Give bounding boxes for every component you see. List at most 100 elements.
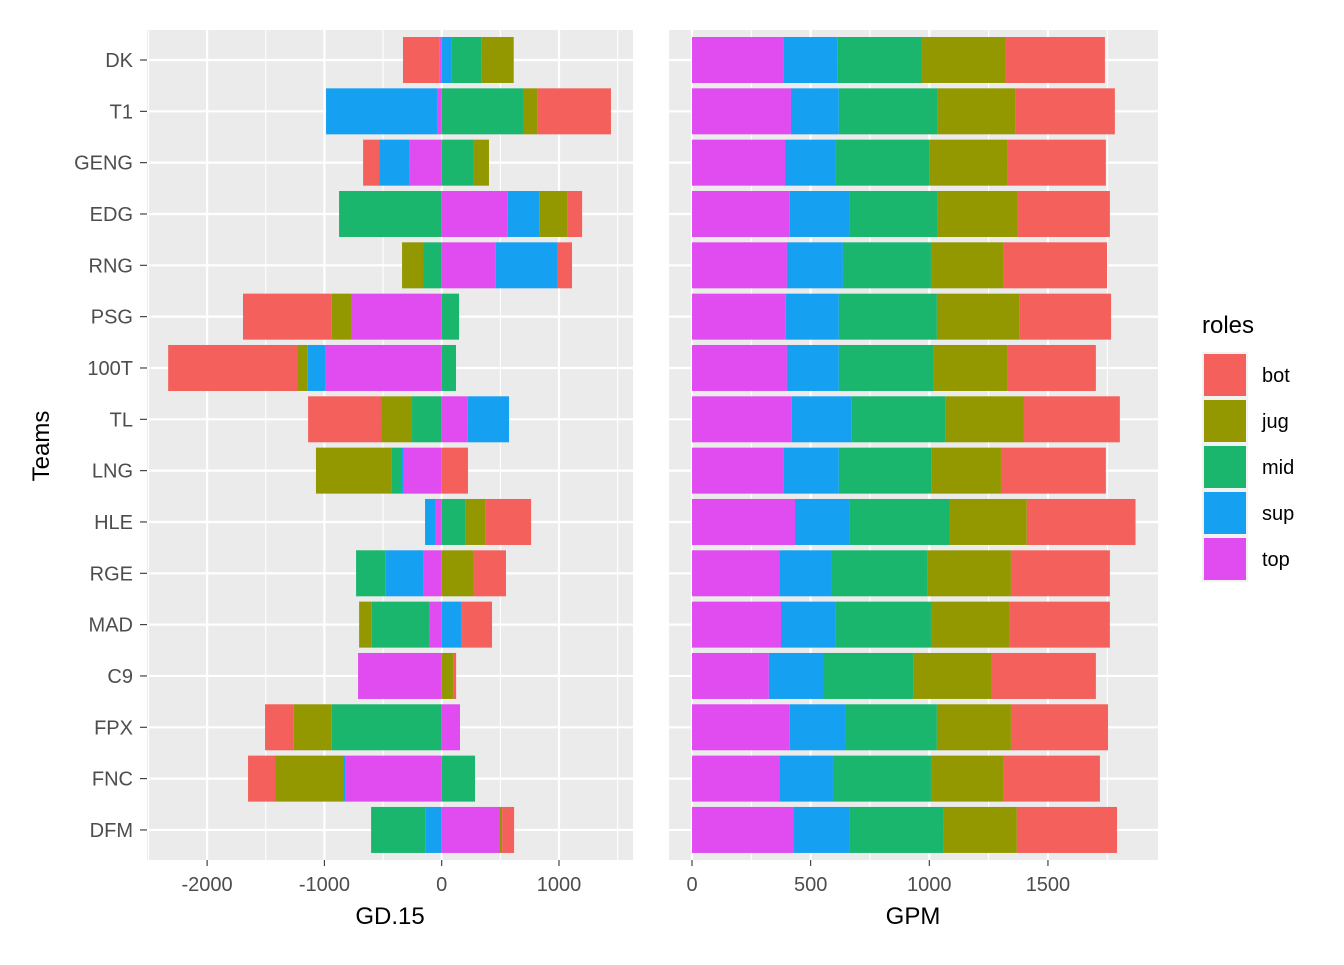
bar-GENG-top	[692, 139, 786, 186]
bar-DFM-mid	[371, 806, 426, 853]
bar-RGE-jug	[441, 550, 474, 597]
x-tick-label: 0	[686, 874, 697, 896]
x-tick-label: -2000	[182, 874, 233, 896]
bar-100T-jug	[297, 344, 308, 391]
bar-DK-sup	[783, 37, 838, 83]
y-tick-label-TL: TL	[110, 409, 133, 431]
bar-RNG-sup	[786, 242, 843, 289]
bar-DK-top	[439, 37, 442, 83]
bar-RGE-mid	[356, 550, 386, 597]
bar-PSG-bot	[1019, 293, 1112, 340]
x-tick-label: 0	[436, 874, 447, 896]
y-tick-label-DFM: DFM	[90, 820, 133, 842]
bar-EDG-jug	[937, 190, 1018, 237]
bar-GENG-sup	[785, 139, 836, 186]
bar-HLE-mid	[441, 498, 466, 545]
bar-FPX-top	[692, 704, 790, 751]
panel-gpm: 0 500 1000 1500	[669, 30, 1158, 896]
bar-TL-top	[692, 396, 792, 443]
bar-FPX-jug	[293, 704, 332, 751]
bar-HLE-sup	[425, 498, 436, 545]
bar-LNG-mid	[391, 447, 401, 494]
bar-LNG-sup	[783, 447, 839, 494]
bar-100T-top	[325, 344, 442, 391]
y-tick-label-GENG: GENG	[74, 153, 133, 175]
bar-HLE-top	[692, 498, 795, 545]
bar-FPX-jug	[936, 704, 1011, 751]
bar-FPX-sup	[789, 704, 846, 751]
bar-DFM-sup	[425, 806, 442, 853]
bar-C9-top	[358, 652, 442, 699]
bar-RNG-jug	[930, 242, 1004, 289]
bar-C9-jug	[913, 652, 991, 699]
y-tick-label-EDG: EDG	[90, 204, 133, 226]
bar-TL-sup	[467, 396, 510, 443]
legend-key-top	[1204, 538, 1246, 580]
bar-100T-bot	[1007, 344, 1096, 391]
bar-T1-sup	[790, 88, 839, 135]
bar-LNG-jug	[315, 447, 392, 494]
bar-TL-sup	[791, 396, 852, 443]
bar-RGE-sup	[385, 550, 424, 597]
bar-RGE-top	[423, 550, 442, 597]
legend-label-sup: sup	[1262, 503, 1294, 525]
bar-EDG-bot	[1017, 190, 1110, 237]
legend-key-jug	[1204, 400, 1246, 442]
y-tick-label-RGE: RGE	[90, 563, 133, 585]
bar-DK-bot	[1004, 37, 1105, 83]
legend-label-jug: jug	[1261, 411, 1289, 433]
bar-PSG-top	[692, 293, 786, 340]
bar-DK-jug	[920, 37, 1005, 83]
bar-DFM-top	[692, 806, 794, 853]
bar-100T-mid	[441, 344, 457, 391]
bar-LNG-bot	[1000, 447, 1106, 494]
bar-100T-sup	[786, 344, 839, 391]
bar-PSG-mid	[838, 293, 937, 340]
x-tick-label: 1500	[1026, 874, 1071, 896]
bar-HLE-bot	[1026, 498, 1136, 545]
bar-DFM-bot	[502, 806, 515, 853]
bar-100T-mid	[838, 344, 934, 391]
bar-FNC-bot	[248, 755, 276, 802]
bar-T1-bot	[537, 88, 611, 135]
bar-T1-jug	[522, 88, 538, 135]
bar-RGE-bot	[473, 550, 506, 597]
bar-FPX-bot	[1010, 704, 1108, 751]
bar-RNG-sup	[495, 242, 558, 289]
bar-RNG-top	[441, 242, 496, 289]
bar-T1-mid	[838, 88, 938, 135]
bar-FPX-mid	[331, 704, 442, 751]
bar-PSG-top	[351, 293, 442, 340]
bar-100T-top	[692, 344, 787, 391]
bar-MAD-top	[692, 601, 781, 648]
bar-LNG-top	[692, 447, 784, 494]
bar-GENG-bot	[1007, 139, 1106, 186]
bar-DK-mid	[451, 37, 482, 83]
bar-LNG-sup	[400, 447, 403, 494]
bar-DK-top	[692, 37, 784, 83]
legend-label-mid: mid	[1262, 457, 1294, 479]
bar-EDG-jug	[539, 190, 568, 237]
legend-label-bot: bot	[1262, 365, 1290, 387]
bar-DK-mid	[837, 37, 921, 83]
bar-C9-top	[692, 652, 769, 699]
bar-GENG-jug	[929, 139, 1008, 186]
bar-DK-jug	[481, 37, 514, 83]
bar-MAD-sup	[441, 601, 462, 648]
bar-TL-bot	[308, 396, 382, 443]
x-tick-label: 500	[794, 874, 827, 896]
y-tick-label-C9: C9	[107, 666, 133, 688]
bar-GENG-jug	[473, 139, 489, 186]
bar-DFM-jug	[943, 806, 1017, 853]
bar-MAD-mid	[835, 601, 931, 648]
x-tick-label: 1000	[537, 874, 582, 896]
bar-MAD-bot	[461, 601, 493, 648]
bar-PSG-sup	[785, 293, 839, 340]
bar-MAD-bot	[1009, 601, 1110, 648]
y-tick-label-100T: 100T	[87, 358, 133, 380]
bar-LNG-top	[402, 447, 442, 494]
bar-HLE-mid	[849, 498, 949, 545]
bar-TL-jug	[381, 396, 412, 443]
bar-FNC-sup	[779, 755, 833, 802]
bar-DK-sup	[441, 37, 452, 83]
